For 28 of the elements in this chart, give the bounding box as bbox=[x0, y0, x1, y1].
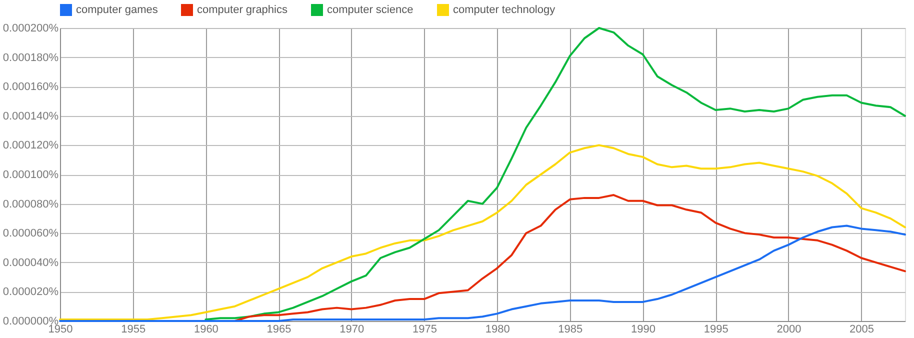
x-tick-label: 1990 bbox=[631, 324, 656, 336]
legend-label: computer graphics bbox=[197, 4, 288, 16]
x-tick-label: 1975 bbox=[412, 324, 437, 336]
y-tick-label: 0.000160% bbox=[2, 81, 59, 94]
x-tick-label: 1950 bbox=[48, 324, 73, 336]
legend-label: computer games bbox=[76, 4, 158, 16]
x-tick-label: 1985 bbox=[558, 324, 583, 336]
y-tick-label: 0.000180% bbox=[2, 52, 59, 64]
legend-label: computer technology bbox=[453, 4, 556, 16]
y-tick-label: 0.000120% bbox=[2, 140, 59, 152]
y-tick-label: 0.000200% bbox=[2, 22, 59, 34]
x-tick-label: 1980 bbox=[485, 324, 510, 336]
x-tick-label: 1995 bbox=[704, 324, 728, 336]
y-tick-label: 0.000100% bbox=[2, 169, 59, 181]
x-tick-label: 1965 bbox=[266, 324, 292, 336]
y-tick-label: 0.000080% bbox=[2, 198, 59, 210]
x-tick-label: 2000 bbox=[776, 324, 802, 336]
line-series bbox=[204, 27, 906, 321]
line-series bbox=[234, 194, 906, 322]
x-tick-label: 1970 bbox=[340, 324, 364, 336]
y-tick-label: 0.000140% bbox=[2, 110, 59, 122]
x-tick-label: 1960 bbox=[194, 324, 218, 336]
x-tick-label: 2005 bbox=[850, 324, 874, 336]
legend-label: computer science bbox=[327, 4, 414, 16]
y-tick-label: 0.000060% bbox=[2, 228, 59, 240]
x-tick-label: 1955 bbox=[121, 324, 146, 336]
y-tick-label: 0.000040% bbox=[2, 256, 59, 269]
y-tick-label: 0.000020% bbox=[2, 286, 59, 298]
